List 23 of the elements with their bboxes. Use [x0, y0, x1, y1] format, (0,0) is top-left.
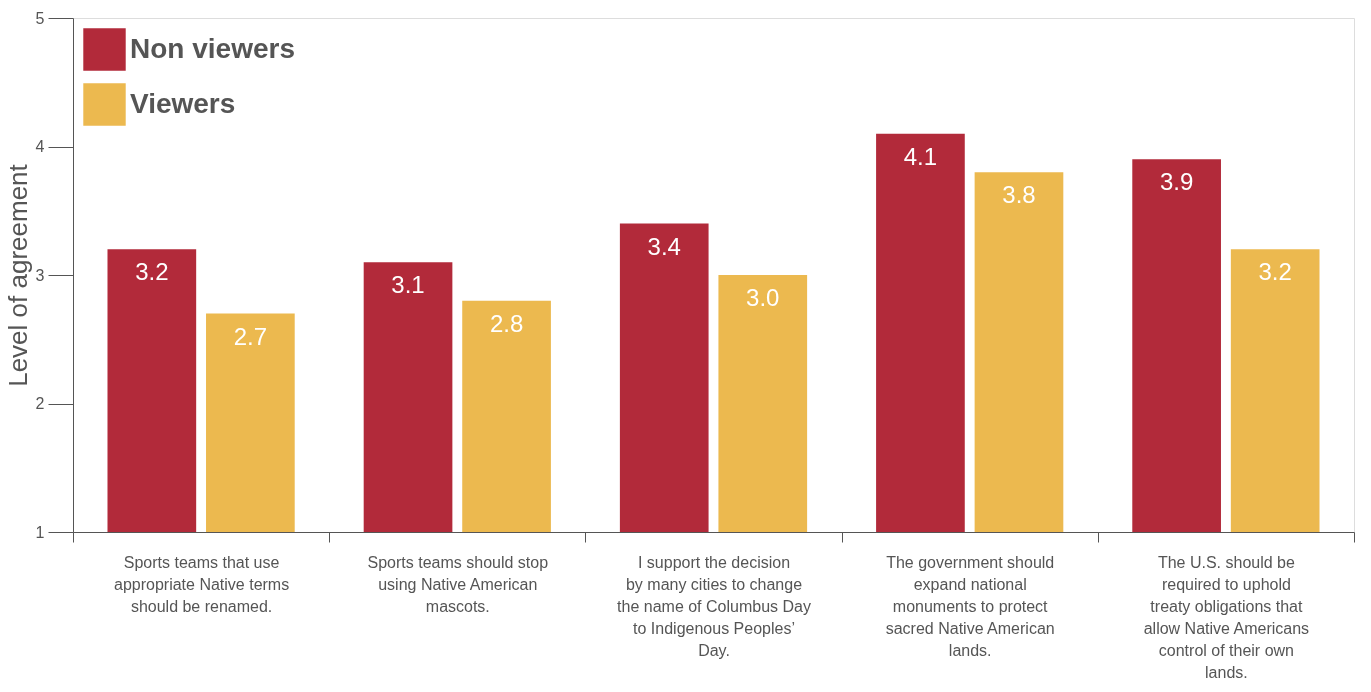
data-label: 3.1 — [391, 271, 425, 299]
data-label: 4.1 — [903, 142, 938, 170]
data-label: 3.0 — [746, 284, 780, 311]
x-tick-label: Sports teams that use appropriate Native terms should be renamed. — [114, 553, 290, 615]
data-label: 3.8 — [1002, 181, 1036, 209]
y-tick-label: 5 — [35, 9, 45, 27]
data-label: 3.2 — [135, 258, 169, 286]
data-label: 3.2 — [1258, 258, 1292, 286]
x-tick-label: The government should expand national monuments to protect sacred Native American lands. — [885, 553, 1055, 659]
legend-label: Viewers — [130, 87, 236, 119]
y-tick-label: 4 — [35, 138, 45, 155]
y-tick-label: 3 — [35, 266, 45, 284]
legend-label: Non viewers — [130, 32, 295, 64]
x-tick-label: The U.S. should be required to uphold treaty obligations that allow Native Americans control of their own lands. — [1143, 553, 1310, 681]
x-tick-label: Sports teams should stop using Native American mascots. — [367, 553, 549, 615]
y-axis-title: Level of agreement — [2, 163, 33, 387]
data-label: 2.8 — [489, 309, 524, 337]
data-label: 3.4 — [647, 232, 681, 260]
y-tick-label: 2 — [35, 395, 45, 412]
data-label: 2.7 — [233, 322, 268, 350]
data-label: 3.9 — [1159, 168, 1194, 196]
y-tick-label: 1 — [35, 523, 45, 541]
x-tick-label: I support the decision by many cities to change the name of Columbus Day to Indigenous Peoples’ Day. — [617, 553, 811, 659]
